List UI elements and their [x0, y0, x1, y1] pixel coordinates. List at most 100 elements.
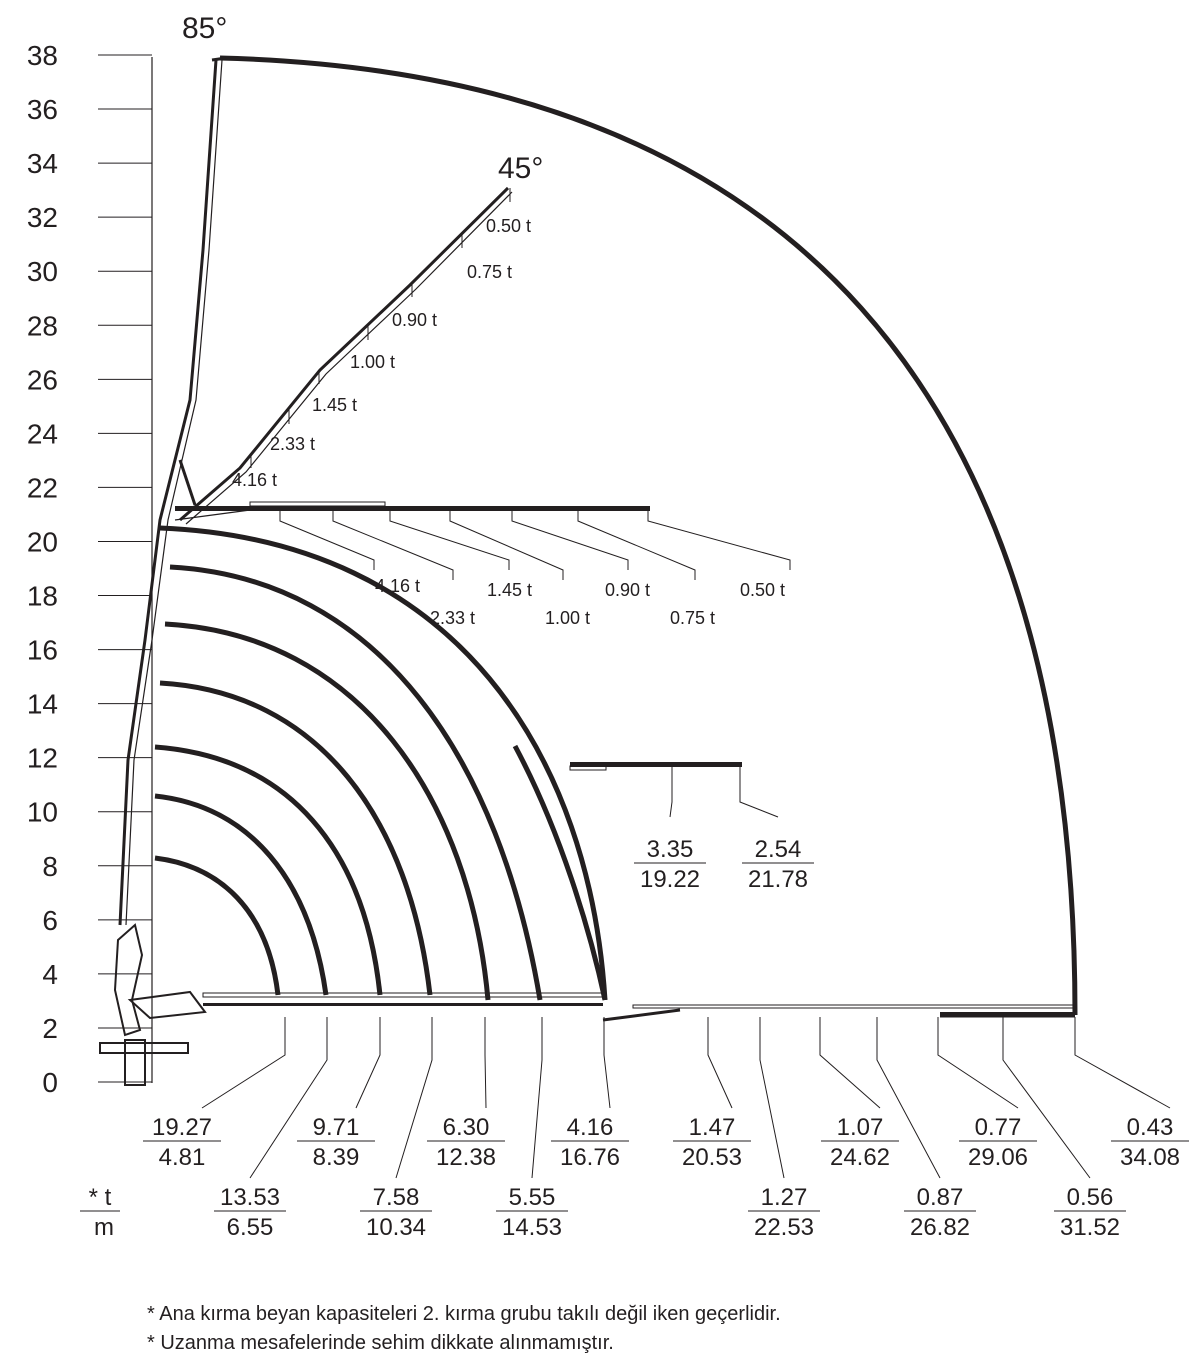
load-m: 31.52 — [1060, 1214, 1120, 1241]
boom-45-load: 0.75 t — [467, 262, 512, 282]
boom-45-main — [179, 186, 510, 522]
boom-85-knuckle — [178, 459, 197, 506]
y-tick-label: 36 — [27, 94, 58, 125]
y-tick-label: 30 — [27, 256, 58, 287]
crane-stand — [124, 1039, 146, 1086]
jib-inset-base — [569, 765, 607, 771]
load-t: 5.55 — [509, 1184, 556, 1211]
bottom-fraction: 1.27 22.53 — [748, 1184, 820, 1241]
boom-85-tip — [211, 56, 227, 62]
y-tick-label: 4 — [42, 959, 58, 990]
bottom-leader — [876, 1017, 941, 1179]
y-tick-label: 8 — [42, 851, 58, 882]
bottom-fraction: 1.47 20.53 — [673, 1114, 751, 1171]
boom-horizontal-seg — [249, 501, 386, 507]
boom-lower — [202, 992, 1076, 1022]
bottom-fraction: 0.77 29.06 — [959, 1114, 1037, 1171]
load-m: 21.78 — [748, 866, 808, 893]
horizontal-load: 4.16 t — [375, 576, 420, 596]
load-m: 22.53 — [754, 1214, 814, 1241]
horizontal-load-leader — [279, 511, 375, 570]
horizontal-load: 0.50 t — [740, 580, 785, 600]
load-m: 20.53 — [682, 1144, 742, 1171]
boom-45-inner — [185, 191, 513, 525]
load-m: 12.38 — [436, 1144, 496, 1171]
boom-horizontal-bar — [175, 506, 650, 511]
y-tick-label: 14 — [27, 689, 58, 720]
y-tick-label: 28 — [27, 310, 58, 341]
envelope-arc-7 — [154, 855, 281, 996]
load-t: 1.47 — [689, 1114, 736, 1141]
bottom-leader — [759, 1017, 785, 1179]
bottom-leader — [484, 1017, 487, 1109]
horizontal-load-leader — [647, 511, 791, 570]
boom-45 — [179, 186, 513, 525]
load-t: 0.56 — [1067, 1184, 1114, 1211]
crane-arm — [127, 990, 207, 1020]
bottom-fraction: 6.30 12.38 — [427, 1114, 505, 1171]
bottom-leader — [1074, 1017, 1171, 1109]
load-m: 24.62 — [830, 1144, 890, 1171]
y-tick-label: 38 — [27, 40, 58, 71]
boom-45-load: 0.50 t — [486, 216, 531, 236]
footnote: * Uzanma mesafelerinde sehim dikkate alı… — [147, 1332, 614, 1354]
load-t: 1.27 — [761, 1184, 808, 1211]
load-t: 7.58 — [373, 1184, 420, 1211]
bottom-fraction: 9.71 8.39 — [297, 1114, 375, 1171]
horizontal-load-leader — [511, 511, 629, 570]
jib-leader — [669, 767, 673, 818]
boom-horizontal-cyl — [174, 509, 251, 521]
bottom-fraction: 13.53 6.55 — [214, 1184, 286, 1241]
load-m: 14.53 — [502, 1214, 562, 1241]
bottom-fraction: 7.58 10.34 — [360, 1184, 432, 1241]
envelope-arc-4 — [159, 680, 433, 996]
load-m: 34.08 — [1120, 1144, 1180, 1171]
load-m: 26.82 — [910, 1214, 970, 1241]
horizontal-load-leader — [332, 511, 454, 580]
y-tick-label: 12 — [27, 743, 58, 774]
y-tick-label: 32 — [27, 202, 58, 233]
jib-fraction: 3.35 19.22 — [634, 836, 706, 893]
boom-45-load: 2.33 t — [270, 434, 315, 454]
boom-ext-knuckle — [602, 1008, 681, 1022]
boom-45-loads: 0.50 t 0.75 t 0.90 t 1.00 t 1.45 t 2.33 t 4.16… — [232, 188, 531, 490]
boom-horizontal — [174, 501, 650, 521]
boom-45-load: 1.00 t — [350, 352, 395, 372]
boom-ext-outer — [632, 1004, 1076, 1009]
boom-lower-bar — [203, 1003, 603, 1006]
envelope-arc-2 — [169, 564, 543, 1001]
envelope-arc-1 — [159, 525, 608, 1001]
bottom-fraction: 0.87 26.82 — [904, 1184, 976, 1241]
boom-85-outer — [118, 59, 218, 926]
load-t: 0.43 — [1127, 1114, 1174, 1141]
boom-45-load: 0.90 t — [392, 310, 437, 330]
jib-inset-bar — [570, 762, 742, 767]
y-tick-label: 24 — [27, 418, 58, 449]
load-t: 0.87 — [917, 1184, 964, 1211]
footnotes: * Ana kırma beyan kapasiteleri 2. kırma … — [147, 1303, 781, 1354]
crane-base — [99, 923, 207, 1086]
jib-fraction: 2.54 21.78 — [742, 836, 814, 893]
envelope-arc-5 — [154, 744, 383, 996]
boom-lower-outer — [202, 992, 604, 998]
envelope-arc-6 — [154, 793, 329, 996]
crane-column — [113, 923, 144, 1037]
envelope-outer — [219, 55, 1078, 1016]
y-tick-label: 16 — [27, 635, 58, 666]
bottom-leader — [937, 1017, 1019, 1109]
boom-45-load: 4.16 t — [232, 470, 277, 490]
bottom-fraction: 1.07 24.62 — [821, 1114, 899, 1171]
envelope-arc-3 — [164, 621, 491, 1001]
boom-ext-bar — [940, 1012, 1075, 1017]
horizontal-load: 1.45 t — [487, 580, 532, 600]
bottom-leader — [531, 1017, 543, 1179]
y-tick-label: 2 — [42, 1013, 58, 1044]
load-m: 29.06 — [968, 1144, 1028, 1171]
horizontal-load: 0.90 t — [605, 580, 650, 600]
y-tick-label: 34 — [27, 148, 58, 179]
legend-t: * t — [89, 1184, 112, 1211]
y-tick-label: 10 — [27, 797, 58, 828]
horizontal-load-leader — [449, 511, 564, 580]
